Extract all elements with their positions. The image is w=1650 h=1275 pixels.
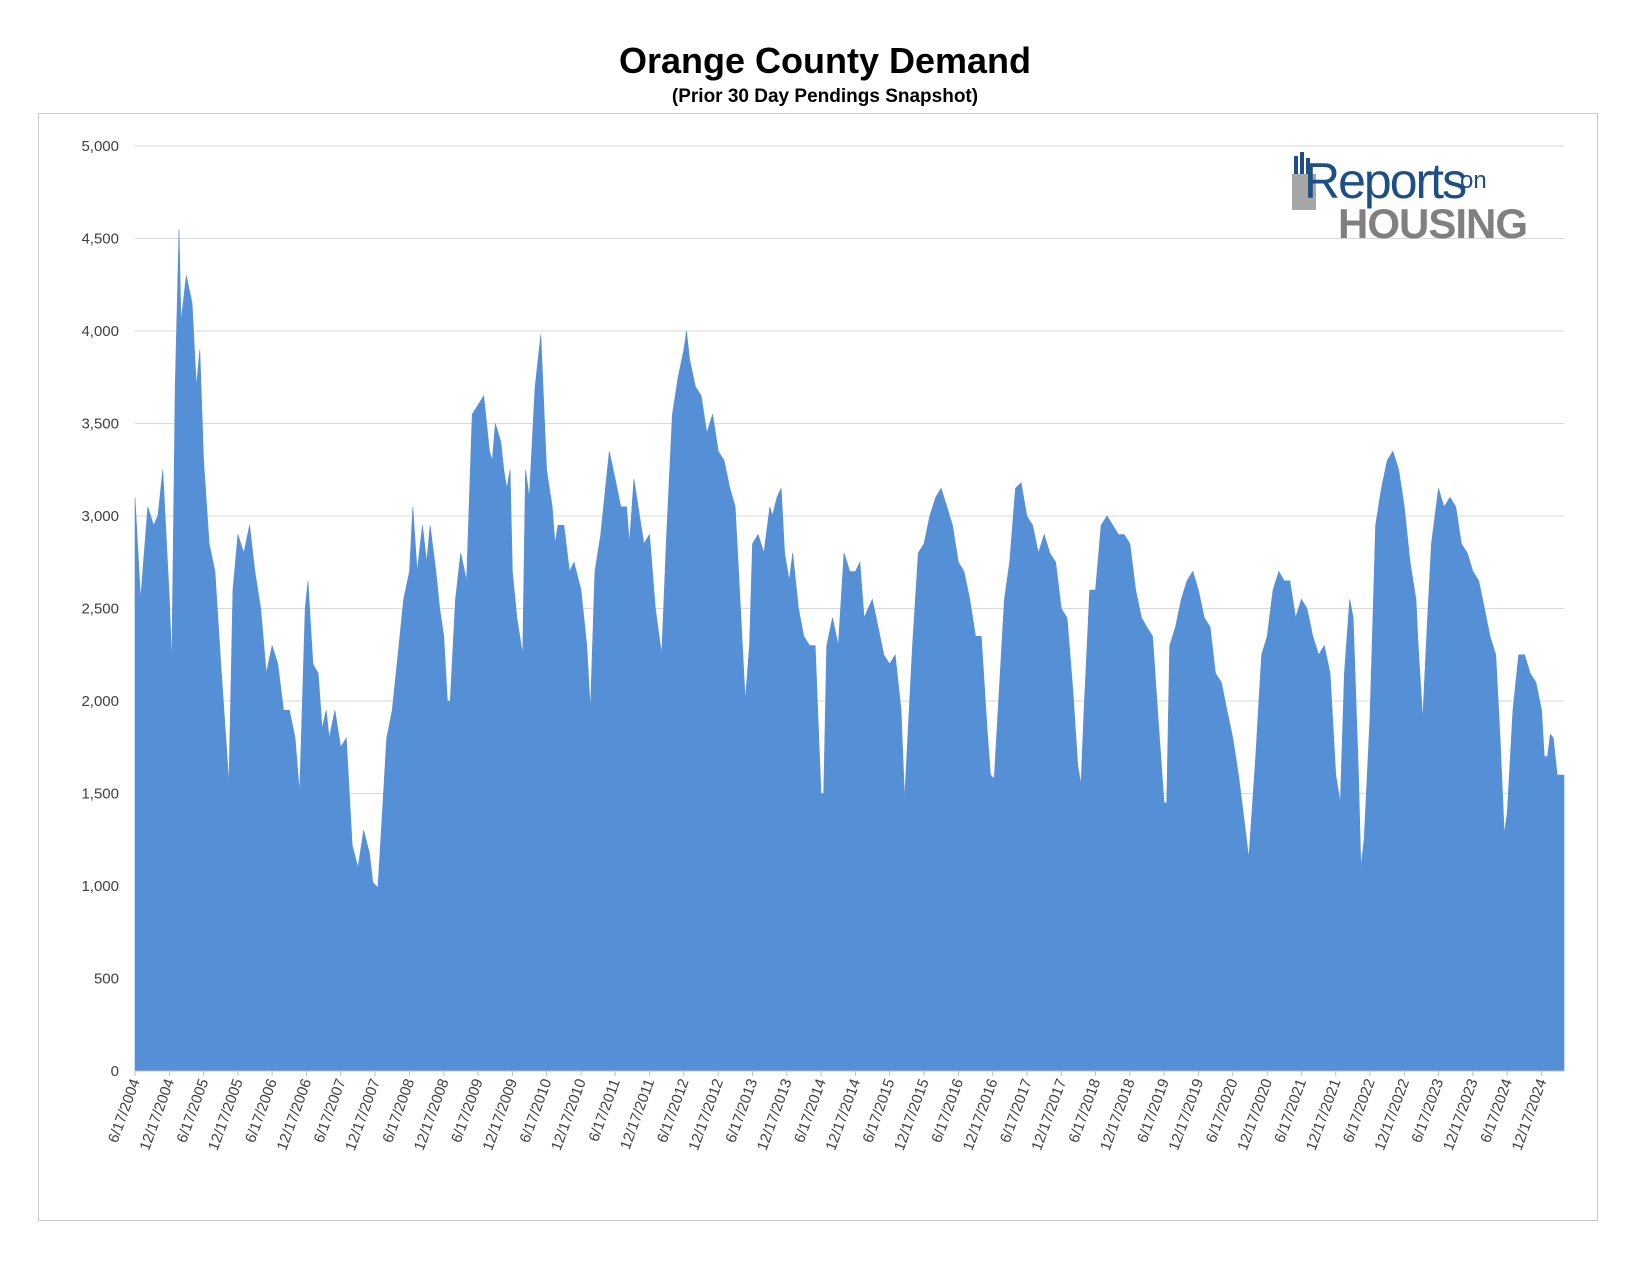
x-tick-label: 12/17/2005 (205, 1077, 247, 1153)
x-tick-label: 12/17/2022 (1371, 1077, 1413, 1153)
x-tick-label: 12/17/2012 (685, 1077, 727, 1153)
y-tick-label: 0 (111, 1063, 119, 1080)
x-tick-label: 12/17/2017 (1028, 1077, 1070, 1153)
x-tick-label: 6/17/2007 (311, 1077, 350, 1146)
y-tick-label: 2,500 (81, 601, 119, 618)
x-tick-label: 6/17/2012 (654, 1077, 693, 1146)
x-tick-label: 6/17/2024 (1477, 1077, 1516, 1146)
logo-text-reports: Reports (1304, 153, 1466, 209)
x-tick-label: 12/17/2011 (617, 1077, 658, 1152)
x-tick-label: 12/17/2014 (823, 1077, 865, 1153)
series-area (134, 229, 1565, 1072)
x-tick-label: 6/17/2008 (379, 1077, 418, 1146)
x-tick-label: 6/17/2014 (791, 1077, 830, 1146)
x-tick-label: 6/17/2023 (1408, 1077, 1447, 1146)
logo-text-housing: HOUSING (1338, 200, 1527, 247)
y-tick-label: 5,000 (81, 138, 119, 155)
reports-on-housing-logo: Reports on HOUSING (1292, 152, 1528, 247)
x-tick-label: 12/17/2009 (480, 1077, 522, 1153)
x-tick-label: 12/17/2015 (891, 1077, 933, 1153)
x-tick-label: 12/17/2010 (548, 1077, 590, 1153)
x-tick-label: 6/17/2006 (242, 1077, 281, 1146)
x-tick-label: 6/17/2015 (860, 1077, 899, 1146)
logo-text-on: on (1460, 167, 1487, 194)
y-tick-label: 3,000 (81, 508, 119, 525)
x-tick-label: 12/17/2013 (754, 1077, 796, 1153)
x-tick-label: 6/17/2004 (105, 1077, 144, 1146)
y-tick-label: 3,500 (81, 416, 119, 433)
x-tick-label: 12/17/2018 (1097, 1077, 1139, 1153)
y-tick-label: 1,000 (81, 878, 119, 895)
x-tick-label: 12/17/2004 (136, 1077, 178, 1153)
x-tick-label: 12/17/2006 (274, 1077, 316, 1153)
logo-bar-1 (1294, 156, 1298, 174)
chart-title: Orange County Demand (618, 40, 1032, 81)
x-tick-label: 6/17/2016 (928, 1077, 967, 1146)
x-tick-label: 12/17/2020 (1234, 1077, 1276, 1153)
y-axis: 0 500 1,000 1,500 2,000 2,500 3,000 3,500 4,000 4… (81, 138, 119, 1080)
chart-frame (38, 113, 1598, 1221)
x-tick-label: 12/17/2016 (960, 1077, 1002, 1153)
y-tick-label: 4,500 (81, 231, 119, 248)
y-tick-label: 500 (94, 971, 119, 988)
x-tick-label: 6/17/2021 (1271, 1077, 1310, 1146)
y-tick-label: 2,000 (81, 693, 119, 710)
x-tick-label: 6/17/2019 (1134, 1077, 1173, 1146)
x-tick-label: 12/17/2024 (1509, 1077, 1551, 1153)
x-tick-label: 12/17/2021 (1303, 1077, 1345, 1153)
x-tick-label: 6/17/2011 (585, 1077, 623, 1144)
x-tick-label: 6/17/2017 (997, 1077, 1036, 1146)
x-tick-label: 6/17/2020 (1203, 1077, 1242, 1146)
x-tick-label: 12/17/2008 (411, 1077, 453, 1153)
x-tick-label: 6/17/2013 (722, 1077, 761, 1146)
series-area-group (134, 229, 1565, 1072)
logo-bar-3 (1306, 158, 1310, 174)
y-tick-label: 1,500 (81, 786, 119, 803)
x-tick-label: 6/17/2005 (174, 1077, 213, 1146)
chart-subtitle: (Prior 30 Day Pendings Snapshot) (671, 86, 979, 107)
x-tick-label: 12/17/2007 (342, 1077, 384, 1153)
x-tick-label: 6/17/2010 (517, 1077, 556, 1146)
logo-gray-block (1292, 174, 1316, 210)
x-tick-label: 12/17/2019 (1166, 1077, 1208, 1153)
x-axis: 6/17/200412/17/20046/17/200512/17/20056/… (105, 1070, 1564, 1153)
x-tick-label: 6/17/2022 (1340, 1077, 1379, 1146)
x-tick-label: 12/17/2023 (1440, 1077, 1482, 1153)
y-tick-label: 4,000 (81, 323, 119, 340)
x-tick-label: 6/17/2018 (1065, 1077, 1104, 1146)
logo-bar-2 (1300, 152, 1304, 174)
x-tick-label: 6/17/2009 (448, 1077, 487, 1146)
